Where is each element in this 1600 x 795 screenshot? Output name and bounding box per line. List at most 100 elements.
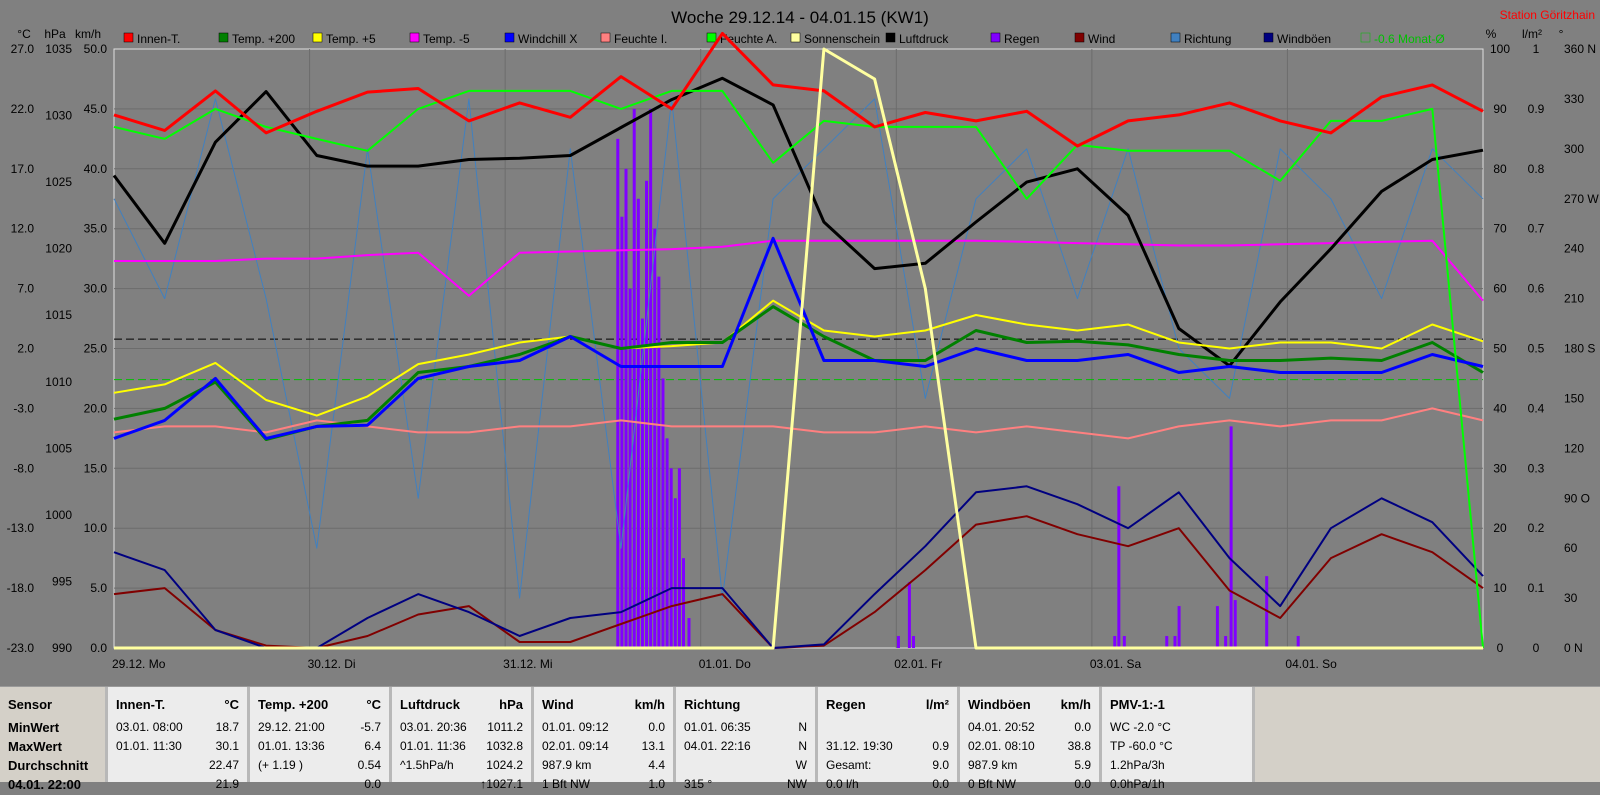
tick-label-rain: 0.3 xyxy=(1528,461,1545,475)
stats-row: 0.0hPa/1h xyxy=(1110,777,1244,795)
stats-cell-value: 1011.2 xyxy=(487,720,523,734)
stats-cell-label: 1.2hPa/3h xyxy=(1110,758,1165,772)
stats-column-title: Wind km/h xyxy=(542,697,665,712)
tick-label-kmh: 15.0 xyxy=(84,461,108,475)
stats-cell-value: N xyxy=(798,720,807,734)
legend-label: -0.6 Monat-Ø xyxy=(1374,32,1445,46)
tick-label-degree: 150 xyxy=(1564,391,1584,405)
stats-column-title: Luftdruck hPa xyxy=(400,697,523,712)
tick-label-kmh: 10.0 xyxy=(84,521,108,535)
rain-bar xyxy=(673,498,677,648)
tick-label-x: 01.01. Do xyxy=(699,657,751,671)
tick-label-x: 04.01. So xyxy=(1285,657,1337,671)
tick-label-rain: 0.5 xyxy=(1528,342,1545,356)
tick-label-hpa: 1025 xyxy=(45,175,72,189)
rain-bar xyxy=(669,468,673,648)
stats-cell-label: 0.0hPa/1h xyxy=(1110,777,1165,791)
stats-cell-label: 01.01. 09:12 xyxy=(542,720,609,734)
legend-swatch xyxy=(990,32,1001,43)
tick-label-x: 29.12. Mo xyxy=(112,657,166,671)
rain-bar xyxy=(661,378,665,648)
stats-row: Durchschnitt xyxy=(8,758,97,776)
stats-unit-text: l/m² xyxy=(925,697,949,712)
stats-row: 01.01. 13:36 6.4 xyxy=(258,739,381,757)
stats-row: ↑1027.1 xyxy=(400,777,523,795)
stats-cell-label: 315 ° xyxy=(684,777,713,791)
stats-cell-value: 0.9 xyxy=(932,739,949,753)
legend-swatch xyxy=(1074,32,1085,43)
tick-label-degree: 180 S xyxy=(1564,342,1595,356)
stats-row: (+ 1.19 ) 0.54 xyxy=(258,758,381,776)
stats-column: PMV-1:-1 WC -2.0 °C TP -60.0 °C 1.2hPa/3h 0.… xyxy=(1102,687,1255,791)
tick-label-kmh: 0.0 xyxy=(90,641,107,655)
tick-label-celsius: 2.0 xyxy=(17,342,34,356)
tick-label-degree: 210 xyxy=(1564,292,1584,306)
stats-title-text: Regen xyxy=(826,697,866,712)
rain-bar xyxy=(1233,600,1237,648)
tick-label-kmh: 20.0 xyxy=(84,401,108,415)
stats-row: 01.01. 11:36 1032.8 xyxy=(400,739,523,757)
stats-row xyxy=(826,720,949,738)
stats-cell-label: MinWert xyxy=(8,720,60,735)
tick-label-percent: 60 xyxy=(1493,282,1507,296)
legend-swatch xyxy=(504,32,515,43)
stats-column: Innen-T. °C 03.01. 08:00 18.7 01.01. 11:30 30… xyxy=(108,687,250,791)
legend-label: Feuchte I. xyxy=(614,32,667,46)
legend-swatch xyxy=(600,32,611,43)
rain-bar xyxy=(911,636,915,648)
stats-column-title: Sensor xyxy=(8,697,97,712)
stats-title-text: Sensor xyxy=(8,697,53,712)
tick-label-hpa: 1000 xyxy=(45,508,72,522)
stats-row: MaxWert xyxy=(8,739,97,757)
stats-unit-text: °C xyxy=(224,697,239,712)
stats-row: 03.01. 20:36 1011.2 xyxy=(400,720,523,738)
tick-label-hpa: 1035 xyxy=(45,42,72,56)
stats-row: MinWert xyxy=(8,720,97,738)
stats-cell-value: W xyxy=(795,758,807,772)
right-axis-header: l/m² xyxy=(1522,27,1542,41)
tick-label-hpa: 1005 xyxy=(45,441,72,455)
legend-label: Windchill X xyxy=(518,32,577,46)
stats-cell-value: NW xyxy=(787,777,807,791)
series-line-temp-5 xyxy=(113,299,1484,417)
series-line-innen-t xyxy=(113,31,1484,148)
tick-label-x: 31.12. Mi xyxy=(503,657,552,671)
tick-label-celsius: -18.0 xyxy=(7,581,35,595)
stats-cell-label: 02.01. 08:10 xyxy=(968,739,1035,753)
tick-label-hpa: 1020 xyxy=(45,242,72,256)
stats-row: 21.9 xyxy=(116,777,239,795)
stats-cell-label: 04.01. 22:16 xyxy=(684,739,751,753)
rain-bar xyxy=(896,636,900,648)
stats-row: 01.01. 11:30 30.1 xyxy=(116,739,239,757)
stats-row: 1 Bft NW 1.0 xyxy=(542,777,665,795)
tick-label-percent: 10 xyxy=(1493,581,1507,595)
stats-cell-value: 1032.8 xyxy=(486,739,523,753)
legend-swatch xyxy=(312,32,323,43)
tick-label-celsius: 7.0 xyxy=(17,282,34,296)
stats-row: 0.0 xyxy=(258,777,381,795)
stats-cell-label: 04.01. 22:00 xyxy=(8,777,82,792)
rain-bar xyxy=(907,582,911,648)
stats-cell-value: 1024.2 xyxy=(486,758,523,772)
stats-title-text: PMV-1:-1 xyxy=(1110,697,1165,712)
stats-row: 1.2hPa/3h xyxy=(1110,758,1244,776)
stats-cell-value: 0.54 xyxy=(357,758,381,772)
series-line-windb-en xyxy=(113,485,1484,649)
tick-label-kmh: 50.0 xyxy=(84,42,108,56)
legend-swatch xyxy=(885,32,896,43)
stats-cell-value: 0.0 xyxy=(1074,777,1091,791)
tick-label-hpa: 990 xyxy=(52,641,72,655)
stats-title-text: Luftdruck xyxy=(400,697,460,712)
series-line-luftdruck xyxy=(112,76,1484,368)
stats-row: 04.01. 20:52 0.0 xyxy=(968,720,1091,738)
stats-column: Wind km/h 01.01. 09:12 0.0 02.01. 09:14 13.1 9… xyxy=(534,687,676,791)
stats-column-title: Innen-T. °C xyxy=(116,697,239,712)
tick-label-rain: 0.9 xyxy=(1528,102,1545,116)
series-line-feuchte-a xyxy=(113,89,1484,649)
stats-cell-label: 0.0 l/h xyxy=(826,777,859,791)
tick-label-degree: 270 W xyxy=(1564,192,1599,206)
stats-unit-text: hPa xyxy=(499,697,523,712)
legend-label: Feuchte A. xyxy=(720,32,777,46)
stats-cell-value: 5.9 xyxy=(1074,758,1091,772)
stats-cell-value: -5.7 xyxy=(360,720,381,734)
